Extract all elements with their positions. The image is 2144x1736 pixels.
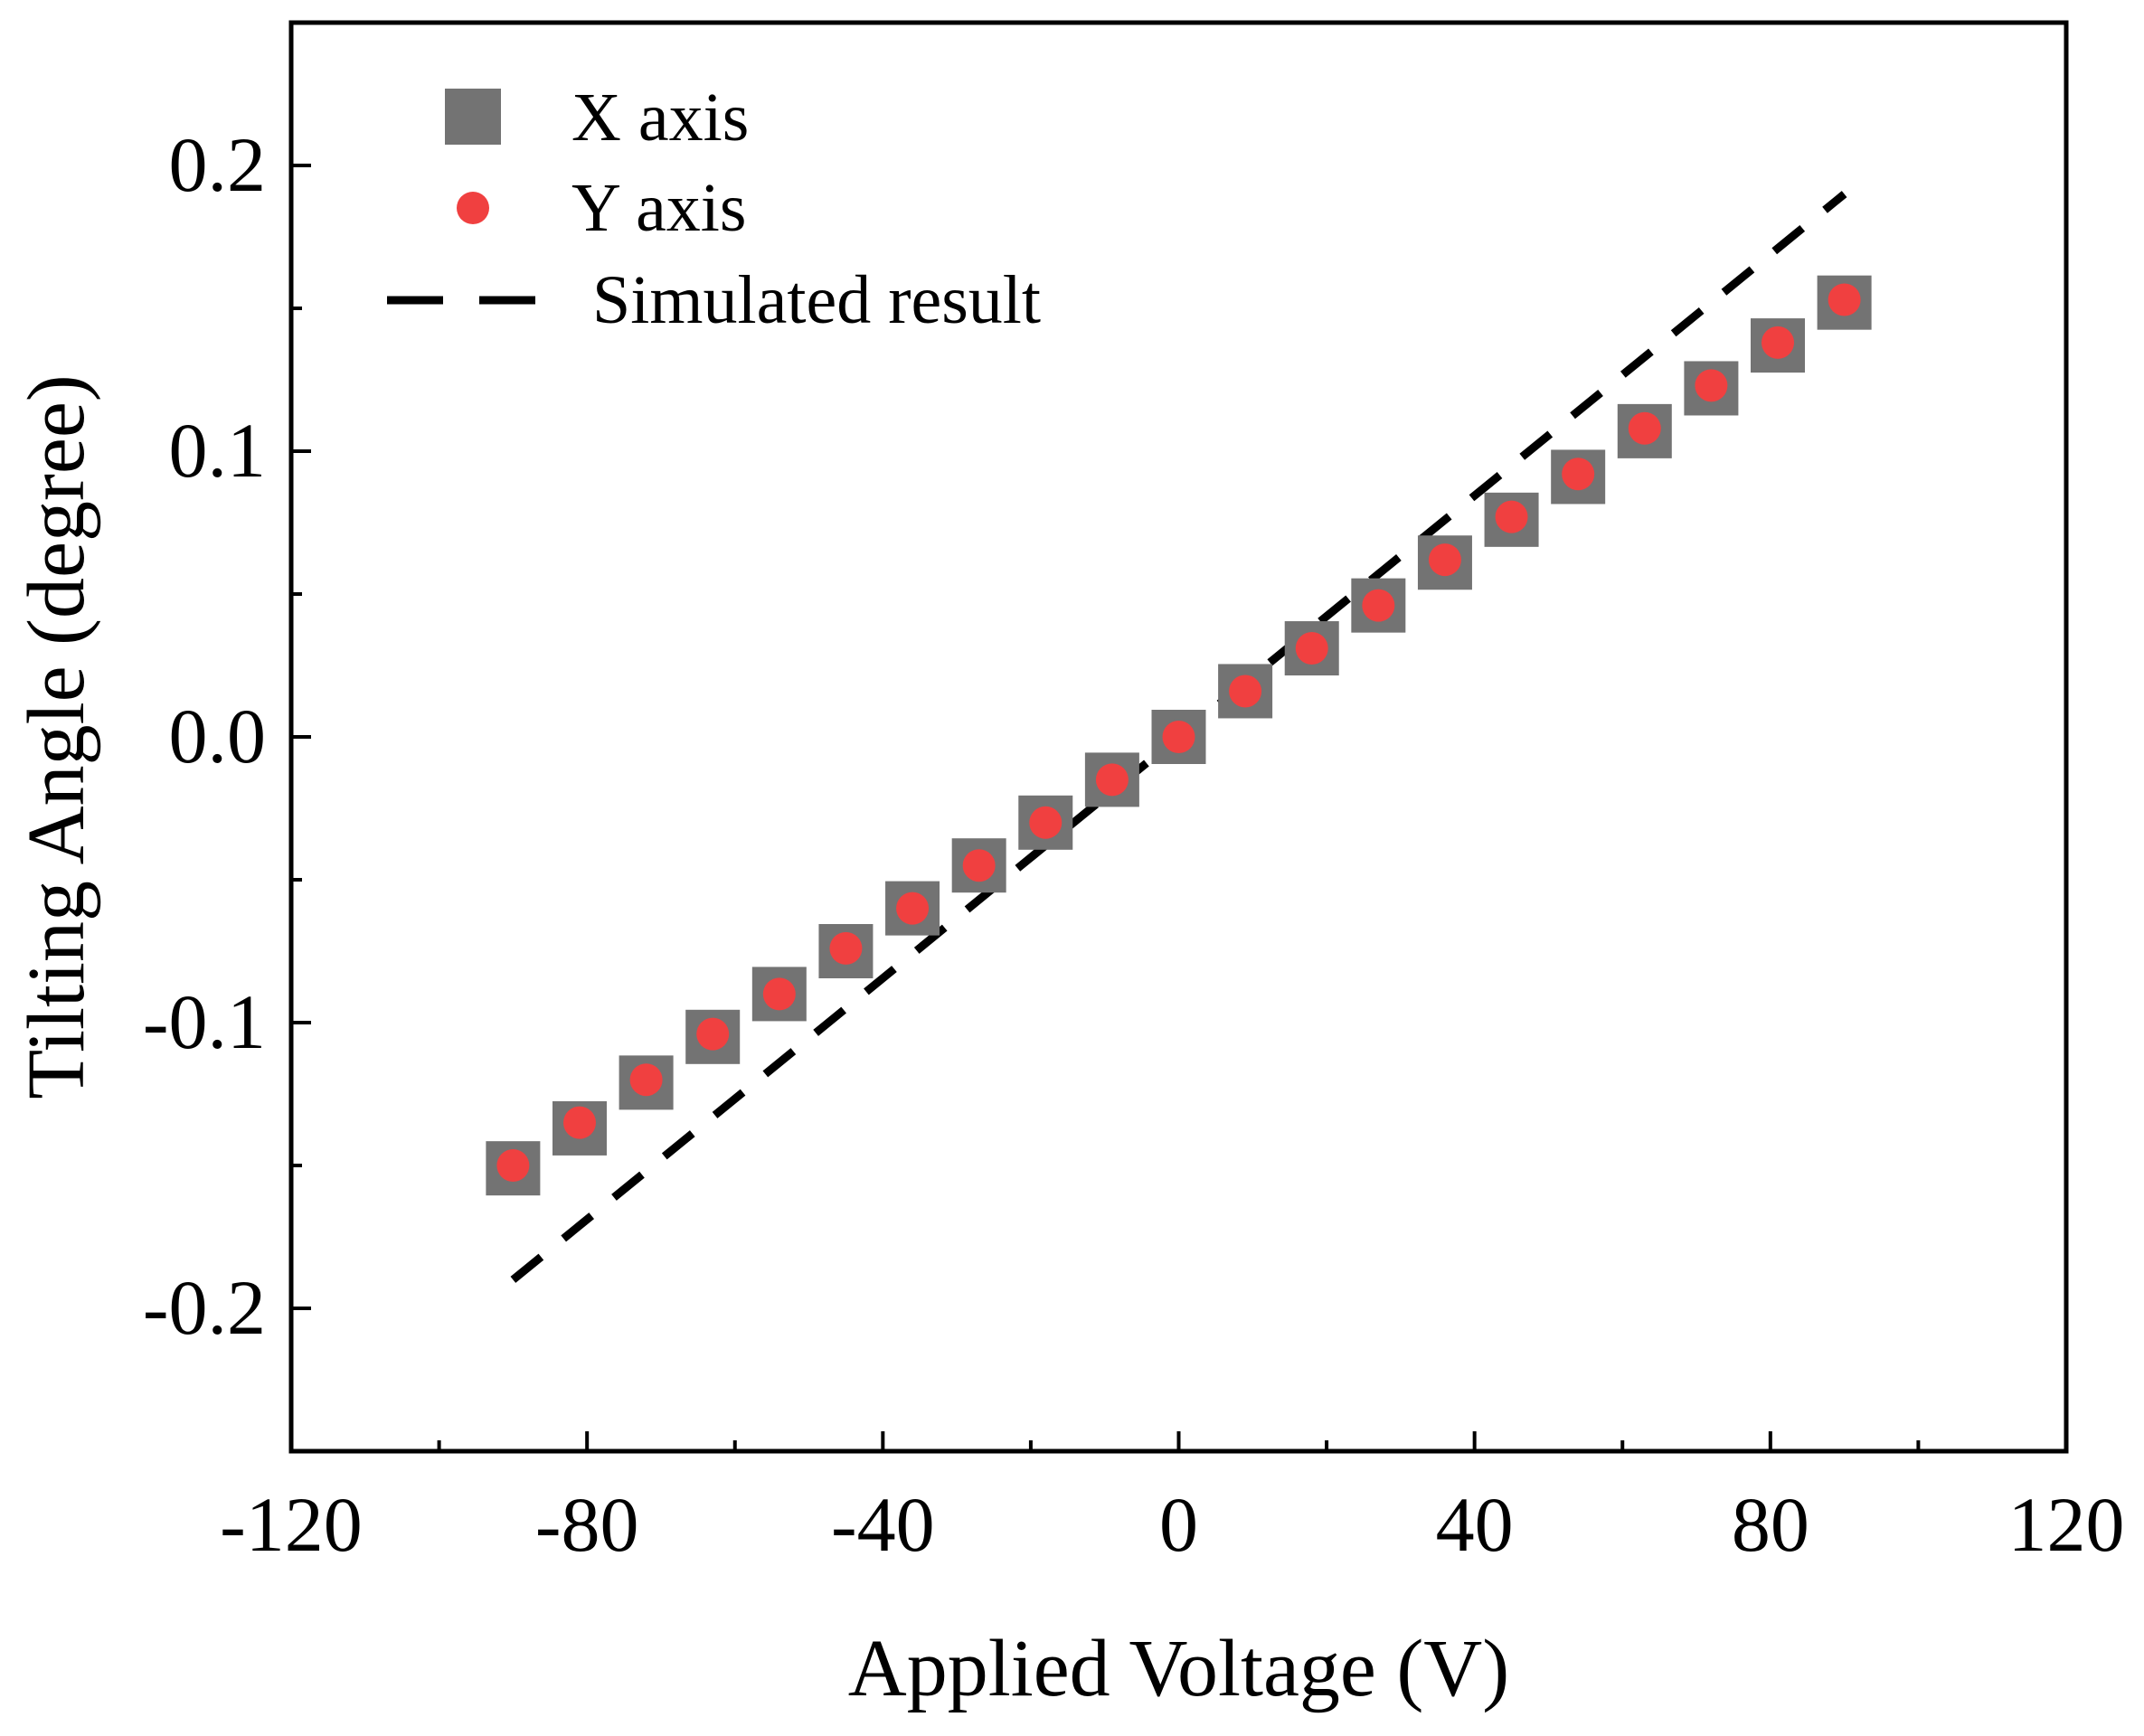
x-tick-label: 40 — [1436, 1481, 1514, 1568]
x-tick-label: 120 — [2008, 1481, 2125, 1568]
y-axis-point — [896, 892, 930, 925]
y-tick-label: 0.2 — [169, 121, 267, 208]
y-axis-point — [629, 1063, 663, 1097]
x-tick-label: -80 — [535, 1481, 639, 1568]
y-axis-point — [696, 1017, 730, 1051]
x-axis-title: Applied Voltage (V) — [848, 1624, 1510, 1713]
legend-y-axis-label: Y axis — [571, 170, 747, 246]
y-axis-title: Tilting Angle (degree) — [12, 374, 101, 1099]
x-tick-label: 0 — [1159, 1481, 1198, 1568]
y-axis-point — [1428, 543, 1461, 577]
y-axis-point — [1229, 675, 1262, 708]
y-tick-label: -0.1 — [143, 978, 266, 1065]
legend-x-axis-label: X axis — [571, 80, 749, 156]
y-axis-point — [1295, 632, 1328, 665]
legend-x-axis-marker — [445, 89, 501, 145]
y-axis-point — [1029, 806, 1063, 839]
y-tick-label: 0.0 — [169, 693, 267, 779]
y-axis-point — [829, 931, 863, 965]
y-axis-point — [1362, 589, 1395, 622]
y-axis-point — [1095, 763, 1129, 797]
y-tick-label: 0.1 — [169, 407, 267, 494]
y-axis-point — [1695, 369, 1728, 402]
y-axis-point — [562, 1106, 596, 1139]
x-tick-label: 80 — [1732, 1481, 1809, 1568]
legend-y-axis-marker — [457, 192, 489, 224]
y-axis-point — [1828, 283, 1861, 316]
x-tick-label: -120 — [220, 1481, 363, 1568]
y-axis-point — [1495, 500, 1528, 533]
y-axis-point — [962, 849, 996, 882]
y-axis-point — [496, 1149, 530, 1182]
y-axis-point — [762, 977, 796, 1011]
y-tick-label: -0.2 — [143, 1264, 266, 1351]
y-axis-point — [1761, 326, 1795, 359]
y-axis-point — [1162, 721, 1195, 753]
y-axis-point — [1628, 411, 1661, 445]
y-axis-point — [1562, 458, 1595, 491]
legend-simulated-label: Simulated result — [592, 262, 1041, 338]
x-tick-label: -40 — [831, 1481, 935, 1568]
